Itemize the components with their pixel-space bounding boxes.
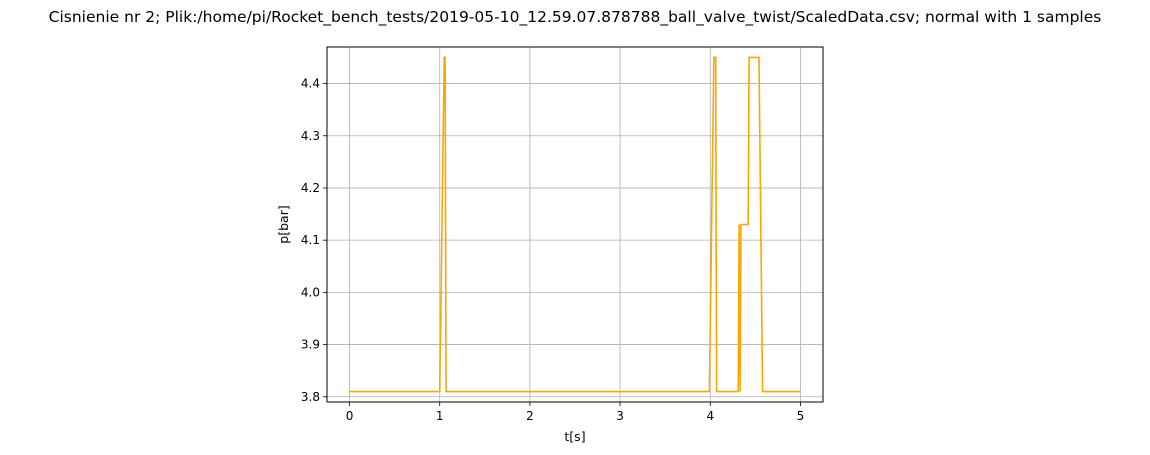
y-tick-label: 4.3 [301,129,320,143]
y-axis-label: p[bar] [276,205,291,243]
series-line-0 [349,56,801,393]
x-tick-label: 1 [436,409,444,423]
y-tick-label: 4.2 [301,181,320,195]
y-axis: 3.8 3.9 4.0 4.1 4.2 4.3 4.4 [301,77,327,404]
plot-area-frame [326,46,824,403]
y-tick-label: 4.4 [301,77,320,91]
x-tick-label: 0 [346,409,354,423]
x-axis-label: t[s] [564,429,585,444]
x-axis: 0 1 2 3 4 5 [346,402,805,423]
x-tick-label: 2 [526,409,534,423]
series-layer [349,56,801,393]
y-tick-label: 4.0 [301,285,320,299]
x-tick-label: 4 [706,409,714,423]
y-tick-label: 3.9 [301,338,320,352]
x-tick-label: 3 [616,409,624,423]
x-tick-label: 5 [797,409,805,423]
y-tick-label: 3.8 [301,390,320,404]
y-tick-label: 4.1 [301,233,320,247]
chart-title: Cisnienie nr 2; Plik:/home/pi/Rocket_ben… [49,8,1102,27]
